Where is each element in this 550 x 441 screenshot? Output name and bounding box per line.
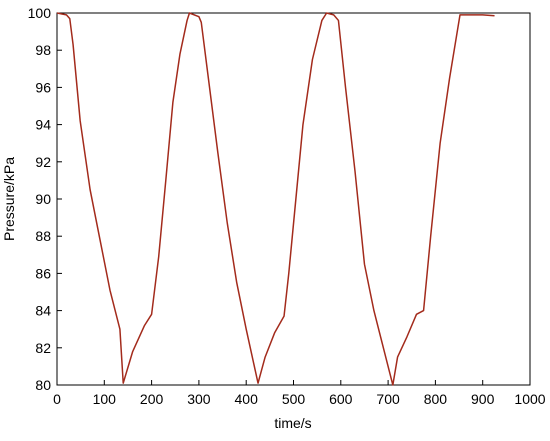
- data-line: [56, 12, 495, 386]
- x-tick-label: 900: [471, 391, 495, 407]
- y-tick-label: 86: [35, 265, 51, 281]
- y-tick-label: 92: [35, 154, 51, 170]
- y-tick-label: 82: [35, 340, 51, 356]
- plot-frame: [56, 12, 531, 386]
- x-tick-label: 500: [282, 391, 306, 407]
- y-tick-label: 98: [35, 42, 51, 58]
- y-tick-label: 94: [35, 117, 51, 133]
- x-tick-label: 400: [235, 391, 259, 407]
- x-tick-label: 700: [376, 391, 400, 407]
- y-axis-label: Pressure/kPa: [1, 157, 17, 241]
- y-tick-label: 100: [28, 5, 52, 21]
- x-tick-label: 0: [53, 391, 61, 407]
- y-tick-label: 88: [35, 228, 51, 244]
- x-tick-label: 600: [329, 391, 353, 407]
- y-tick-label: 84: [35, 303, 51, 319]
- x-axis-label: time/s: [274, 415, 311, 431]
- y-tick-label: 96: [35, 79, 51, 95]
- y-tick-label: 90: [35, 191, 51, 207]
- x-tick-label: 800: [424, 391, 448, 407]
- x-tick-label: 100: [93, 391, 117, 407]
- x-tick-label: 1000: [514, 391, 545, 407]
- x-tick-label: 200: [140, 391, 164, 407]
- x-tick-label: 300: [187, 391, 211, 407]
- y-tick-label: 80: [35, 377, 51, 393]
